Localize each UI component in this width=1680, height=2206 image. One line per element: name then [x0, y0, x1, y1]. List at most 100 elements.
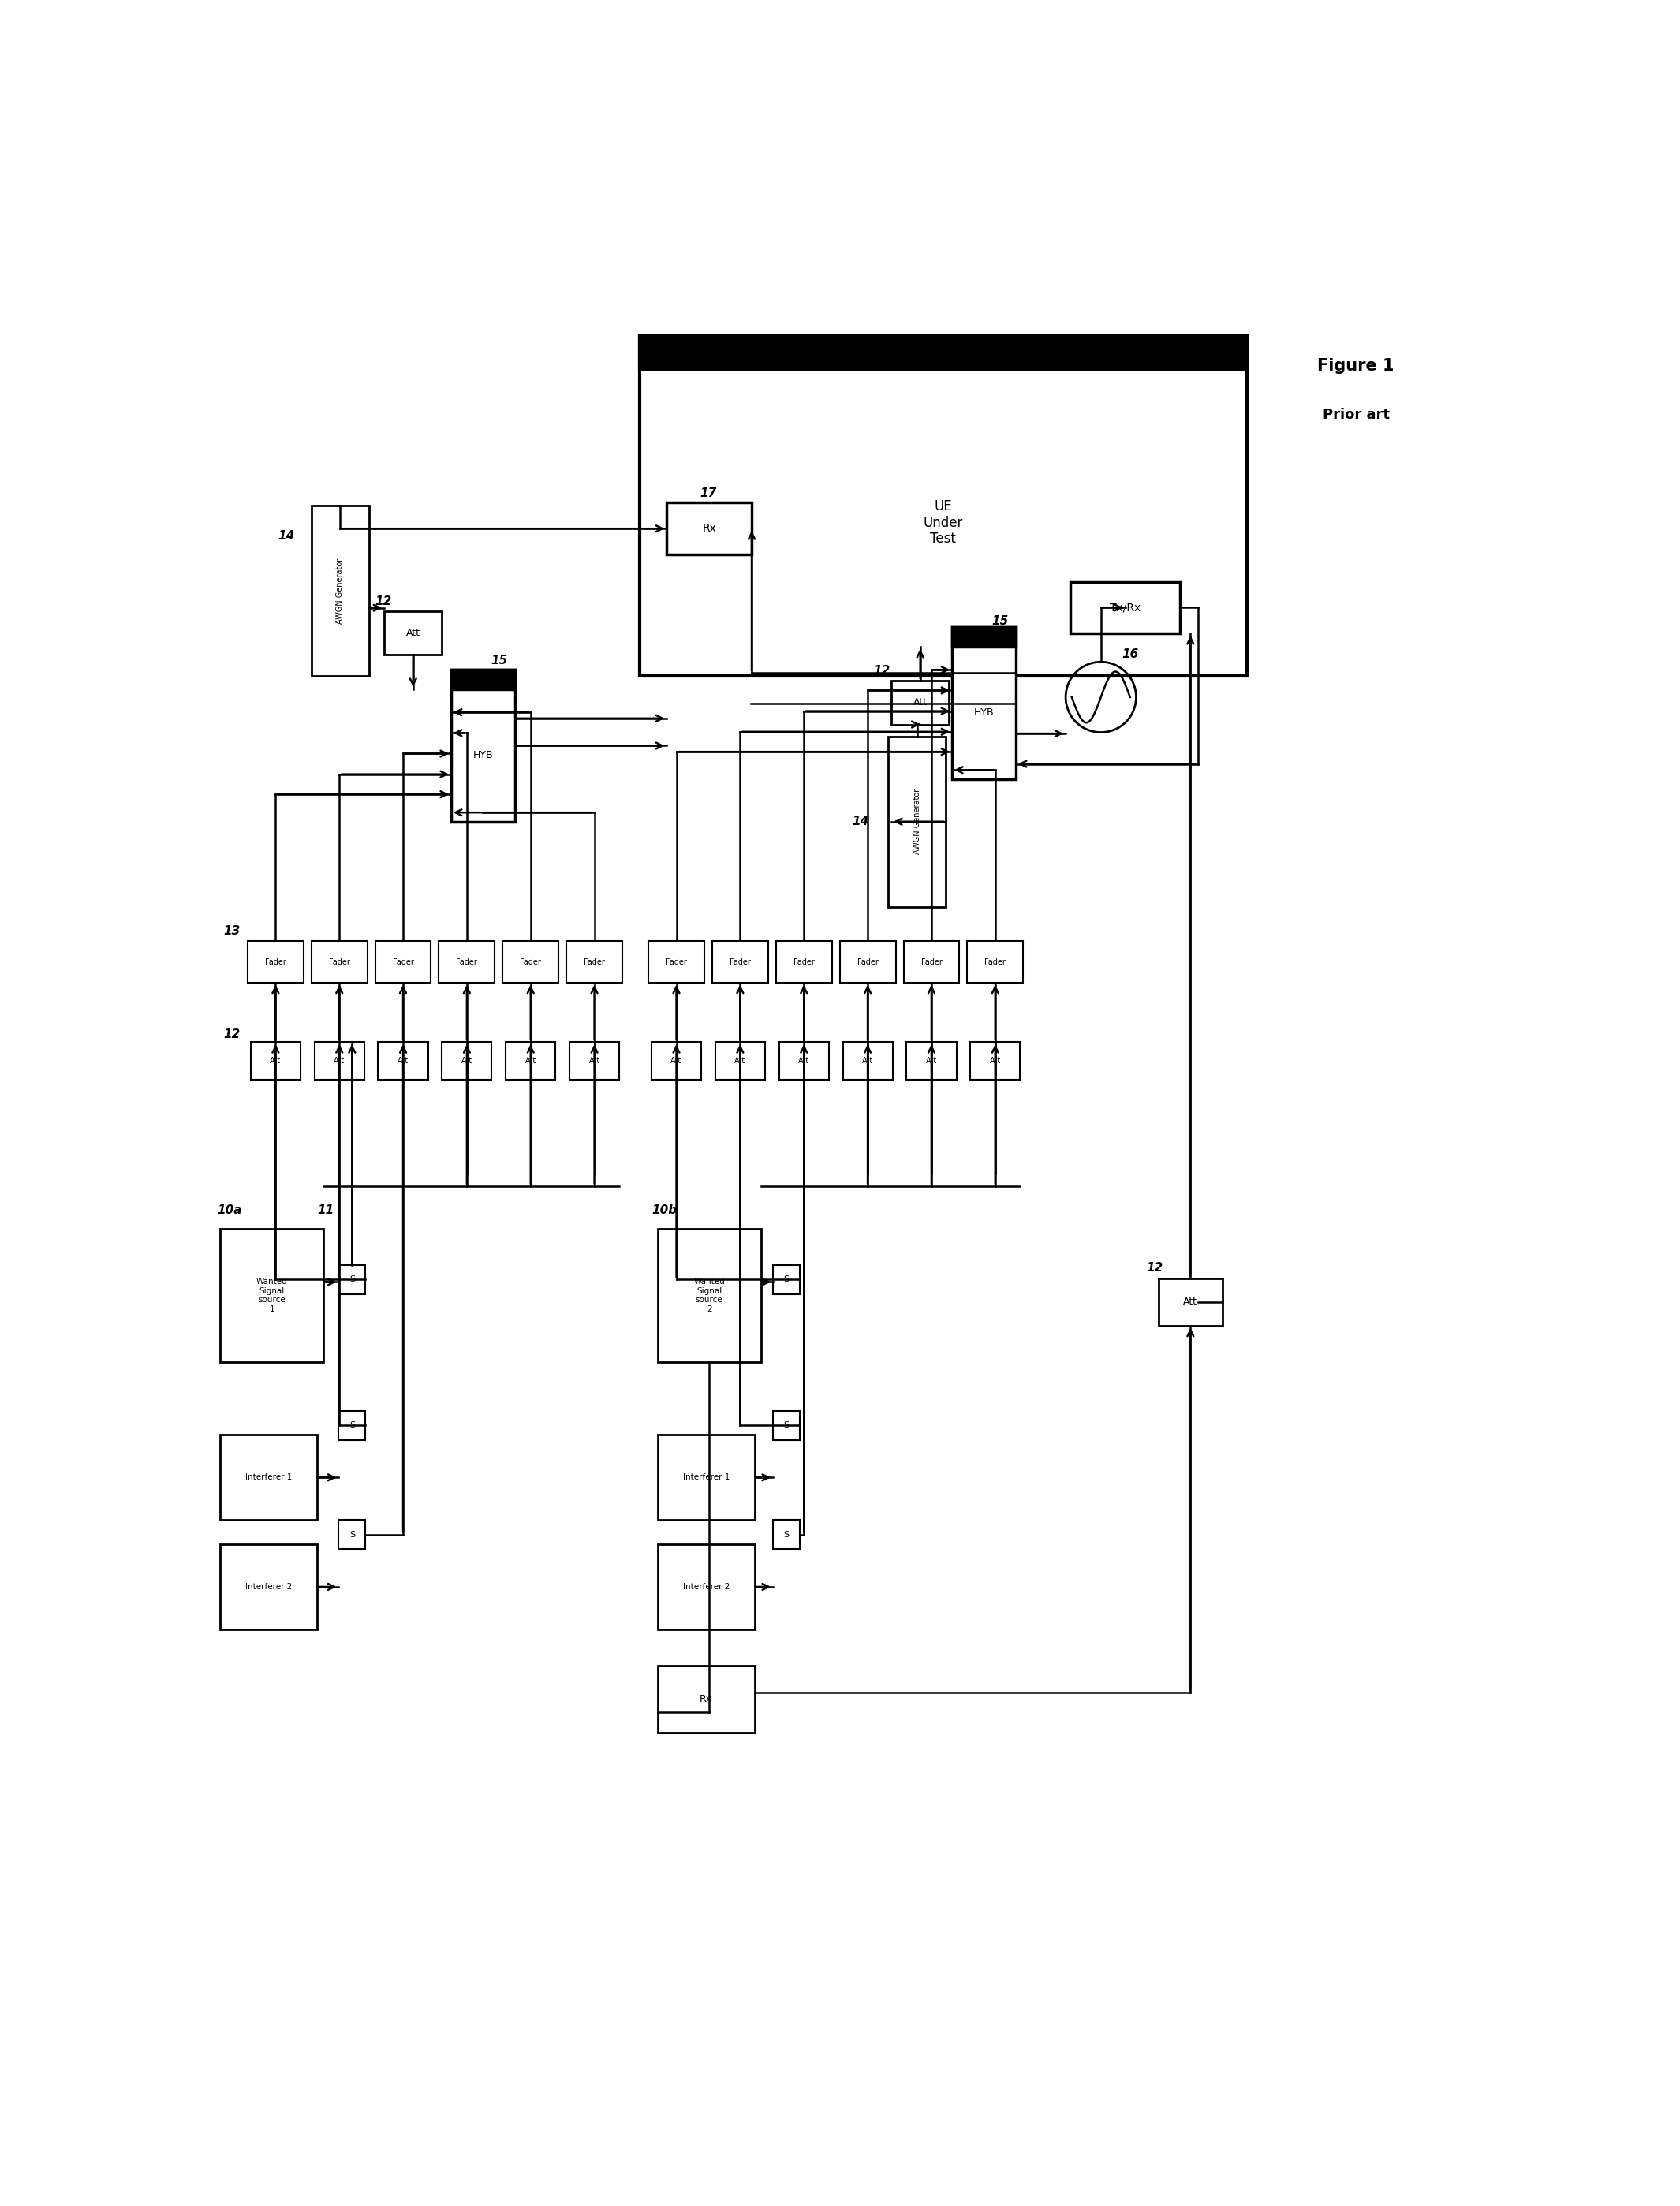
Text: 12: 12 [223, 1028, 240, 1039]
Bar [652, 1041, 701, 1079]
Text: Att: Att [670, 1057, 682, 1065]
Bar [657, 1666, 754, 1732]
Text: Prior art: Prior art [1322, 408, 1389, 421]
Text: Fader: Fader [793, 957, 815, 966]
Text: 10a: 10a [217, 1204, 242, 1216]
Text: AWGN Generator: AWGN Generator [914, 790, 921, 854]
Text: Wanted
Signal
source
2: Wanted Signal source 2 [694, 1277, 724, 1313]
Text: 17: 17 [701, 488, 717, 499]
Text: AWGN Generator: AWGN Generator [336, 558, 344, 624]
Text: Interferer 1: Interferer 1 [682, 1474, 729, 1482]
Text: HYB: HYB [974, 708, 995, 717]
Bar [657, 1229, 761, 1361]
Text: Att: Att [398, 1057, 408, 1065]
Text: Rx: Rx [702, 523, 716, 534]
Text: Fader: Fader [729, 957, 751, 966]
Bar [640, 335, 1247, 368]
Text: Att: Att [914, 697, 927, 708]
Text: Rx: Rx [701, 1694, 712, 1705]
Text: S: S [349, 1421, 354, 1429]
Bar [1070, 582, 1179, 633]
Bar [657, 1434, 754, 1520]
Text: 12: 12 [1146, 1262, 1163, 1273]
Text: 15: 15 [491, 655, 507, 666]
Bar [780, 1041, 828, 1079]
Text: Tx/Rx: Tx/Rx [1110, 602, 1141, 613]
Bar [889, 737, 946, 907]
Bar [667, 503, 751, 554]
Bar [450, 671, 514, 821]
Bar [773, 1264, 800, 1295]
Bar [892, 682, 949, 724]
Text: 10b: 10b [652, 1204, 677, 1216]
Text: Att: Att [462, 1057, 472, 1065]
Text: 15: 15 [991, 615, 1008, 627]
Bar [339, 1264, 366, 1295]
Text: UE
Under
Test: UE Under Test [922, 499, 963, 547]
Bar [339, 1520, 366, 1549]
Bar [566, 942, 622, 982]
Bar [506, 1041, 556, 1079]
Bar [648, 942, 704, 982]
Text: S: S [783, 1421, 790, 1429]
Text: Interferer 2: Interferer 2 [682, 1584, 729, 1591]
Bar [311, 505, 370, 675]
Bar [716, 1041, 764, 1079]
Text: 12: 12 [375, 596, 391, 607]
Bar [904, 942, 959, 982]
Text: Att: Att [926, 1057, 937, 1065]
Text: Att: Att [270, 1057, 281, 1065]
Bar [502, 942, 558, 982]
Text: Wanted
Signal
source
1: Wanted Signal source 1 [257, 1277, 287, 1313]
Text: S: S [783, 1275, 790, 1284]
Text: S: S [349, 1531, 354, 1538]
Text: Fader: Fader [521, 957, 541, 966]
Text: Fader: Fader [457, 957, 477, 966]
Text: Att: Att [1183, 1297, 1198, 1308]
Text: 13: 13 [223, 924, 240, 938]
Text: Fader: Fader [665, 957, 687, 966]
Text: Fader: Fader [984, 957, 1006, 966]
Text: S: S [783, 1531, 790, 1538]
Bar [375, 942, 432, 982]
Text: Att: Att [407, 629, 420, 638]
Text: Att: Att [334, 1057, 344, 1065]
Bar [438, 942, 496, 982]
Text: Att: Att [798, 1057, 810, 1065]
Bar [840, 942, 895, 982]
Text: Att: Att [990, 1057, 1001, 1065]
Bar [247, 942, 304, 982]
Text: Att: Att [524, 1057, 536, 1065]
Text: Interferer 1: Interferer 1 [245, 1474, 292, 1482]
Text: S: S [349, 1275, 354, 1284]
Text: Fader: Fader [583, 957, 605, 966]
Text: Fader: Fader [265, 957, 286, 966]
Bar [311, 942, 368, 982]
Bar [773, 1520, 800, 1549]
Text: Att: Att [734, 1057, 746, 1065]
Bar [385, 611, 442, 655]
Bar [968, 942, 1023, 982]
Bar [570, 1041, 620, 1079]
Bar [450, 671, 514, 688]
Text: 14: 14 [852, 816, 869, 827]
Text: Fader: Fader [857, 957, 879, 966]
Text: 11: 11 [318, 1204, 334, 1216]
Bar [1159, 1277, 1223, 1326]
Bar [657, 1544, 754, 1630]
Bar [640, 335, 1247, 675]
Text: Interferer 2: Interferer 2 [245, 1584, 292, 1591]
Bar [971, 1041, 1020, 1079]
Bar [250, 1041, 301, 1079]
Bar [442, 1041, 492, 1079]
Bar [314, 1041, 365, 1079]
Bar [220, 1229, 324, 1361]
Bar [773, 1410, 800, 1441]
Bar [953, 627, 1016, 779]
Text: Figure 1: Figure 1 [1317, 357, 1394, 375]
Bar [220, 1544, 318, 1630]
Text: 12: 12 [874, 664, 890, 677]
Bar [776, 942, 832, 982]
Text: HYB: HYB [472, 750, 492, 761]
Text: 16: 16 [1122, 649, 1139, 660]
